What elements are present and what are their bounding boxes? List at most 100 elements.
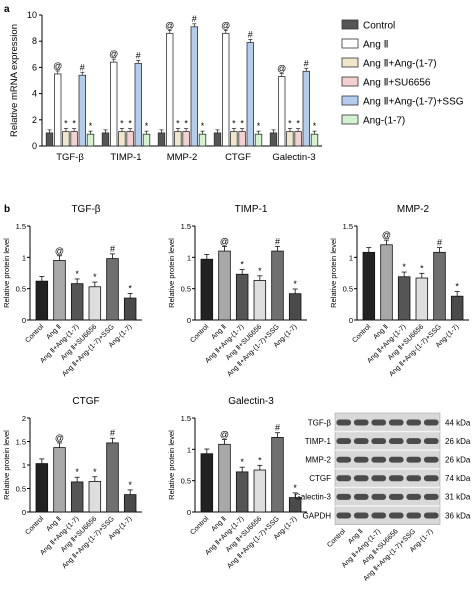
bar — [142, 133, 151, 147]
x-tick-label: Control — [189, 323, 210, 344]
western-blot: TGF-β 44 kDa TIMP-1 26 kDa MMP-2 26 kDa CTGF 74… — [295, 412, 471, 583]
blot-band — [423, 456, 439, 463]
bar — [106, 442, 119, 513]
y-tick-label: 0.5 — [16, 485, 26, 494]
significance-marker: * — [93, 272, 97, 282]
blot-band — [406, 456, 422, 463]
bar — [253, 280, 267, 321]
blot-band — [423, 419, 439, 426]
significance-marker: * — [128, 283, 132, 293]
bar — [62, 131, 70, 147]
bar — [78, 74, 86, 147]
bar — [277, 76, 286, 147]
bar — [134, 63, 142, 147]
blot-band — [388, 512, 404, 519]
bar — [165, 32, 174, 147]
bar — [53, 447, 66, 513]
significance-marker: * — [232, 119, 236, 129]
significance-marker: @ — [109, 49, 118, 59]
bar — [271, 250, 284, 321]
y-tick-label: 1.5 — [16, 222, 26, 231]
bar — [380, 244, 393, 321]
bar — [53, 260, 66, 321]
significance-marker: * — [293, 483, 297, 493]
chart-title: TIMP-1 — [235, 204, 268, 215]
blot-band — [353, 438, 369, 445]
bar — [450, 295, 464, 321]
blot-band — [371, 438, 387, 445]
bar — [310, 133, 319, 147]
blot-band — [371, 512, 387, 519]
significance-marker: * — [184, 119, 188, 129]
bar — [101, 132, 110, 147]
bar — [86, 133, 95, 147]
bar — [88, 481, 102, 513]
y-tick-label: 1.5 — [181, 414, 191, 423]
bar — [70, 283, 84, 321]
significance-marker: # — [275, 236, 280, 246]
bar — [230, 131, 238, 147]
bar — [253, 469, 267, 513]
significance-marker: @ — [220, 430, 229, 440]
legend-swatch — [341, 38, 359, 49]
y-tick-label: 0 — [32, 141, 37, 151]
significance-marker: * — [313, 121, 317, 131]
legend-label: Ang Ⅱ+SU6656 — [363, 78, 431, 89]
blot-lane-label: Control — [326, 528, 347, 549]
significance-marker: * — [176, 119, 180, 129]
significance-marker: * — [128, 119, 132, 129]
significance-marker: * — [75, 467, 79, 477]
significance-marker: * — [402, 262, 406, 272]
significance-marker: * — [128, 480, 132, 490]
legend-label: Ang Ⅱ+Ang-(1-7)+SSG — [363, 97, 464, 108]
bar — [254, 133, 263, 147]
significance-marker: @ — [165, 20, 174, 30]
blot-band — [353, 456, 369, 463]
category-label: CTGF — [225, 152, 251, 163]
protein-chart: MMP-2 0 0.5 1 1.5 Relative protein level Contr… — [329, 204, 469, 378]
blot-band — [423, 512, 439, 519]
blot-band — [371, 493, 387, 500]
bar — [190, 26, 198, 147]
blot-band — [406, 512, 422, 519]
protein-chart: TIMP-1 0 0.5 1 1.5 Relative protein level Cont… — [167, 204, 307, 378]
y-tick-label: 4 — [32, 89, 37, 99]
bar — [35, 280, 49, 321]
bar — [415, 277, 429, 321]
significance-marker: # — [275, 423, 280, 433]
blot-band — [353, 493, 369, 500]
blot-band — [371, 419, 387, 426]
significance-marker: @ — [382, 230, 391, 240]
bar — [126, 131, 134, 147]
significance-marker: * — [240, 119, 244, 129]
blot-band — [371, 456, 387, 463]
bar — [221, 32, 230, 147]
blot-weight-label: 44 kDa — [445, 418, 471, 427]
y-tick-label: 6 — [32, 62, 37, 72]
significance-marker: # — [304, 58, 309, 68]
y-tick-label: 0 — [22, 508, 26, 517]
blot-protein-label: Galectin-3 — [295, 493, 332, 502]
category-label: MMP-2 — [167, 152, 198, 163]
significance-marker: * — [75, 269, 79, 279]
significance-marker: * — [258, 266, 262, 276]
y-tick-label: 0 — [349, 316, 353, 325]
bar — [123, 494, 137, 513]
bar — [200, 258, 214, 321]
significance-marker: # — [248, 30, 253, 40]
blot-band — [423, 475, 439, 482]
bar — [35, 463, 49, 513]
y-axis-label: Relative protein level — [167, 430, 176, 500]
y-tick-label: 2 — [22, 414, 26, 423]
blot-band — [388, 419, 404, 426]
y-axis-label: Relative protein level — [2, 430, 11, 500]
significance-marker: # — [136, 50, 141, 60]
legend-label: Ang Ⅱ — [363, 40, 389, 51]
bar — [218, 443, 231, 513]
significance-marker: @ — [221, 20, 230, 30]
bar — [123, 297, 137, 321]
bar — [70, 131, 78, 147]
blot-band — [423, 493, 439, 500]
category-label: TGF-β — [56, 152, 84, 163]
